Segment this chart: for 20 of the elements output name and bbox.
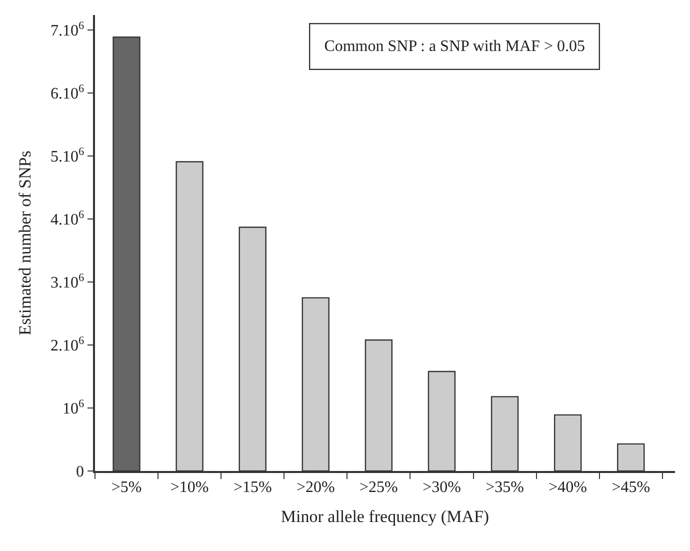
x-tick-label: >40% (548, 478, 588, 496)
x-tick-label: >10% (170, 478, 209, 496)
y-tick-label: 7.10$^{6}$ (50, 20, 84, 40)
x-tick-label: >25% (360, 478, 398, 496)
y-tick-label: 3.10$^{6}$ (50, 272, 84, 292)
y-tick-label: 6.10$^{6}$ (50, 82, 84, 103)
y-tick-label: 10$^{6}$ (62, 398, 84, 418)
y-axis-title: Estimated number of SNPs (16, 150, 35, 336)
y-tick-label: 0 (76, 464, 84, 481)
y-tick-label: 4.10$^{6}$ (50, 208, 84, 229)
annotation: Common SNP : a SNP with MAF > 0.05 (324, 38, 585, 56)
x-tick-label: >5% (111, 478, 142, 496)
y-tick-label: 5.10$^{6}$ (50, 146, 84, 166)
y-tick-label: 2.10$^{6}$ (50, 334, 84, 355)
x-tick-label: >35% (486, 478, 524, 496)
x-tick-label: >15% (233, 478, 272, 496)
x-tick-label: >30% (422, 478, 461, 496)
x-axis-title: Minor allele frequency (MAF) (280, 506, 490, 526)
x-tick-label: >45% (612, 478, 650, 496)
x-tick-label: >20% (296, 478, 335, 496)
